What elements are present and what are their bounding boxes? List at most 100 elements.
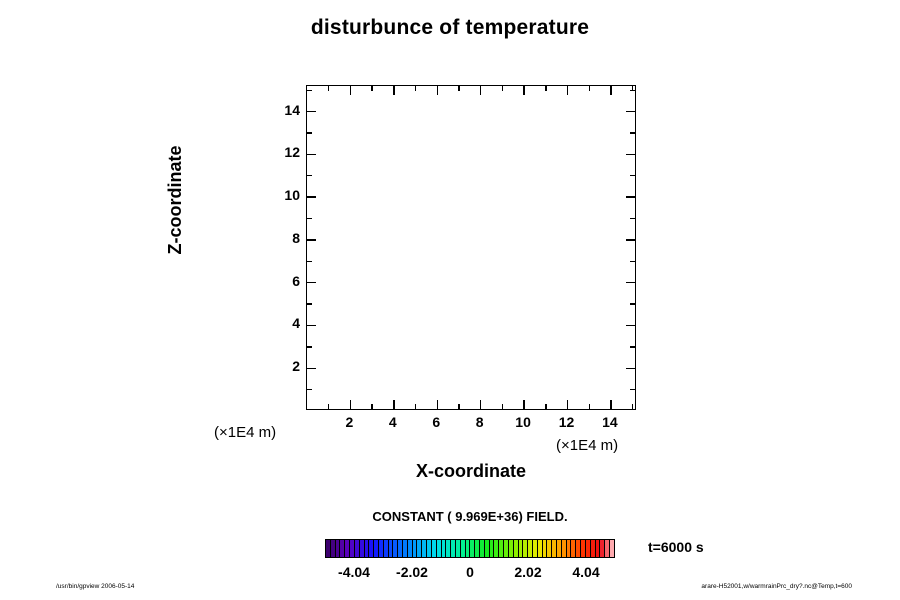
- y-axis-tick: [307, 367, 316, 369]
- y-axis-tick-right: [630, 89, 635, 91]
- colorbar-cell: [576, 540, 582, 557]
- colorbar-cell: [571, 540, 577, 557]
- y-axis-tick: [307, 89, 312, 91]
- y-axis-tick-right: [630, 303, 635, 305]
- x-axis-tick-label: 4: [388, 414, 397, 430]
- colorbar-cell: [383, 540, 389, 557]
- x-axis-tick: [436, 400, 438, 409]
- y-axis-tick: [307, 196, 316, 198]
- x-axis-tick-top: [545, 86, 547, 91]
- y-axis-tick-label: 2: [292, 358, 300, 375]
- colorbar-cell: [537, 540, 543, 557]
- x-axis-tick-top: [371, 86, 373, 91]
- x-axis-tick: [523, 400, 525, 409]
- time-label: t=6000 s: [648, 539, 704, 555]
- colorbar-tick-label: 4.04: [572, 564, 600, 580]
- y-axis-tick: [307, 110, 316, 113]
- colorbar-cell: [451, 540, 456, 557]
- colorbar-cell: [374, 540, 379, 557]
- colorbar-gradient: [325, 539, 615, 558]
- colorbar-cell: [354, 540, 360, 557]
- x-axis-tick-label: 2: [345, 414, 354, 430]
- x-axis-tick: [501, 404, 504, 409]
- y-axis-tick: [307, 260, 312, 263]
- x-axis-tick: [610, 400, 612, 409]
- colorbar-cell: [326, 540, 331, 557]
- y-axis-tick-right: [626, 110, 635, 113]
- y-axis-tick-right: [626, 367, 635, 369]
- x-axis-tick-top: [588, 86, 590, 91]
- colorbar-cell: [436, 540, 442, 557]
- x-axis-tick: [458, 404, 460, 409]
- y-axis-tick-right: [630, 346, 635, 348]
- x-axis-tick-top: [610, 86, 612, 95]
- x-axis-tick-label: 14: [602, 414, 618, 430]
- y-axis-tick: [307, 175, 312, 177]
- footer-source-text: arare-H52001,w/warmrainPrc_dry?.nc@Temp,…: [701, 583, 852, 590]
- colorbar-cell: [359, 540, 365, 557]
- x-axis-tick: [328, 404, 330, 409]
- colorbar-cell: [523, 540, 529, 557]
- x-axis-tick-label: 6: [432, 414, 441, 430]
- colorbar-cell: [431, 540, 437, 557]
- colorbar-cell: [552, 540, 557, 557]
- y-axis-tick-label: 12: [284, 144, 300, 161]
- colorbar-cell: [446, 540, 452, 557]
- colorbar-tick-label: -4.04: [338, 564, 370, 580]
- colorbar-cell: [407, 540, 413, 557]
- colorbar-tick-label: -2.02: [396, 564, 428, 580]
- colorbar-cell: [484, 540, 490, 557]
- y-axis-tick-right: [630, 217, 635, 220]
- colorbar-cell: [412, 540, 418, 557]
- y-axis-tick: [307, 282, 316, 284]
- y-axis-tick: [307, 153, 316, 156]
- colorbar-cell: [609, 540, 614, 557]
- colorbar-cell: [441, 540, 447, 557]
- y-axis-tick: [307, 132, 312, 134]
- x-axis-tick-label: 10: [515, 414, 531, 430]
- colorbar-cell: [460, 540, 466, 557]
- colorbar-cell: [398, 540, 403, 557]
- constant-field-note: CONSTANT ( 9.969E+36) FIELD.: [372, 509, 568, 524]
- colorbar-cell: [605, 540, 610, 557]
- x-axis-tick-top: [631, 86, 634, 91]
- colorbar-cell: [369, 540, 375, 557]
- colorbar-cell: [532, 540, 538, 557]
- colorbar-cell: [528, 540, 533, 557]
- colorbar-cell: [388, 540, 394, 557]
- colorbar-cell: [364, 540, 370, 557]
- colorbar-cell: [455, 540, 461, 557]
- x-axis-unit-label: (×1E4 m): [556, 437, 619, 454]
- colorbar-cell: [393, 540, 399, 557]
- colorbar-cell: [427, 540, 432, 557]
- y-axis-tick-labels: 2 4 6 8 10 12 14: [258, 85, 300, 410]
- x-axis-tick: [414, 404, 417, 409]
- x-axis-tick: [631, 404, 634, 409]
- z-axis-unit-label: (×1E4 m): [214, 424, 277, 441]
- colorbar-cell: [590, 540, 596, 557]
- colorbar-cell: [378, 540, 384, 557]
- x-axis-tick: [349, 400, 352, 409]
- y-axis-tick: [307, 303, 312, 305]
- plot-frame: [306, 85, 636, 410]
- colorbar-cell: [566, 540, 572, 557]
- x-axis-tick-label: 12: [558, 414, 575, 430]
- y-axis-tick-right: [626, 239, 635, 241]
- colorbar-cell: [547, 540, 553, 557]
- x-axis-tick: [371, 404, 373, 409]
- x-axis-tick: [393, 400, 395, 409]
- y-axis-tick-label: 10: [284, 187, 300, 204]
- x-axis-tick-top: [328, 86, 330, 91]
- y-axis-tick-right: [626, 324, 635, 327]
- y-axis-tick-right: [630, 175, 635, 177]
- y-axis-tick: [307, 217, 312, 220]
- y-axis-tick-label: 8: [292, 229, 300, 246]
- x-axis-tick-top: [501, 86, 504, 91]
- colorbar-cell: [403, 540, 408, 557]
- colorbar-cell: [465, 540, 471, 557]
- x-axis-tick: [588, 404, 590, 409]
- colorbar-cell: [557, 540, 562, 557]
- x-axis-tick-top: [393, 86, 395, 95]
- y-axis-tick-right: [630, 388, 635, 391]
- colorbar-cell: [561, 540, 567, 557]
